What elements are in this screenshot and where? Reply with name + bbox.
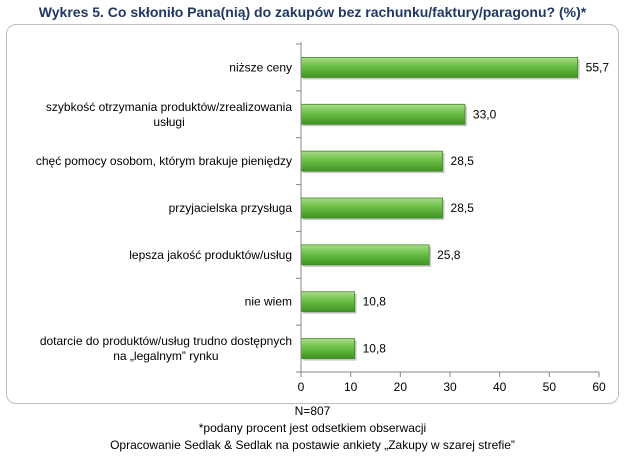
x-tick-label: 40 (493, 380, 507, 394)
value-label: 55,7 (586, 60, 610, 74)
x-tick-label: 30 (443, 380, 457, 394)
source-note: Opracowanie Sedlak & Sedlak na postawie … (110, 438, 515, 452)
category-label: dotarcie do produktów/usług trudno dostę… (40, 334, 292, 348)
category-label: chęć pomocy osobom, którym brakuje pieni… (36, 154, 292, 168)
category-label: nie wiem (245, 295, 292, 309)
category-label: niższe ceny (229, 60, 292, 74)
bar (300, 150, 443, 172)
bar (300, 197, 443, 219)
sample-size: N=807 (294, 404, 331, 418)
x-tick-label: 50 (543, 380, 557, 394)
bar (300, 103, 466, 125)
bar (300, 57, 579, 78)
bar (300, 291, 356, 313)
value-label: 28,5 (451, 154, 475, 168)
bar (300, 244, 430, 266)
chart-title: Wykres 5. Co skłoniło Pana(nią) do zakup… (38, 4, 587, 20)
value-label: 10,8 (363, 295, 387, 309)
category-label: usługi (153, 115, 184, 129)
x-tick-label: 0 (298, 380, 305, 394)
value-label: 28,5 (451, 201, 475, 215)
footnote: *podany procent jest odsetkiem obserwacj… (198, 421, 427, 435)
category-label: szybkość otrzymania produktów/zrealizowa… (46, 100, 292, 114)
value-label: 33,0 (473, 107, 497, 121)
x-tick-label: 60 (592, 380, 606, 394)
value-label: 25,8 (437, 248, 461, 262)
category-label: lepsza jakość produktów/usług (129, 248, 292, 262)
x-tick-label: 20 (394, 380, 408, 394)
bar (300, 338, 356, 359)
value-label: 10,8 (363, 342, 387, 356)
x-tick-label: 10 (344, 380, 358, 394)
category-label: przyjacielska przysługa (169, 201, 293, 215)
category-label: na „legalnym” rynku (113, 349, 218, 363)
